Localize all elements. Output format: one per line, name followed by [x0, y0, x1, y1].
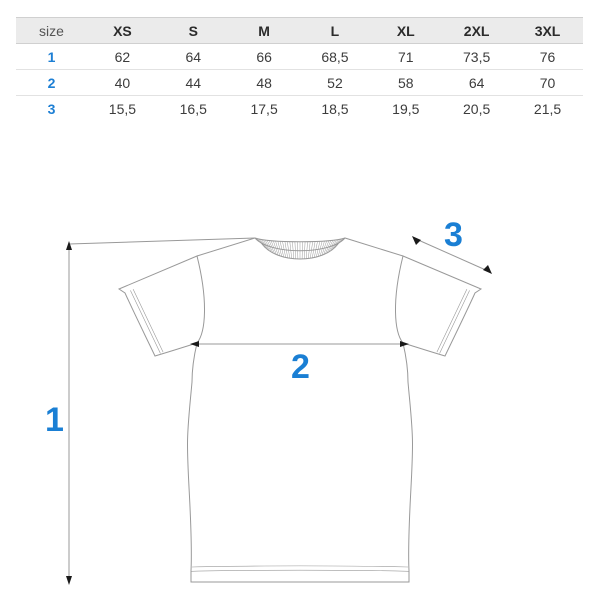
svg-text:2: 2 [291, 348, 310, 386]
svg-text:3: 3 [444, 216, 463, 254]
svg-text:1: 1 [45, 401, 64, 439]
